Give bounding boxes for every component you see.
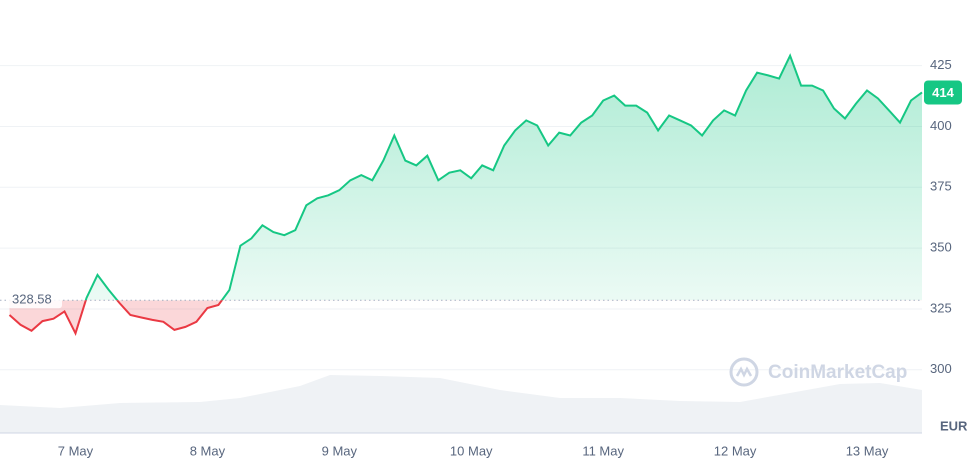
y-tick-label: 400 <box>930 118 952 133</box>
x-tick-label: 8 May <box>190 443 226 458</box>
y-tick-label: 425 <box>930 57 952 72</box>
volume-area <box>0 375 922 433</box>
x-tick-label: 7 May <box>58 443 94 458</box>
y-tick-label: 325 <box>930 300 952 315</box>
x-tick-label: 10 May <box>450 443 493 458</box>
price-line-below <box>8 300 224 336</box>
x-tick-label: 11 May <box>582 443 624 458</box>
x-tick-label: 9 May <box>322 443 358 458</box>
area-above <box>85 55 922 301</box>
price-line <box>84 53 923 301</box>
currency-label: EUR <box>940 418 968 433</box>
watermark: CoinMarketCap <box>729 357 907 387</box>
x-tick-label: 13 May <box>846 443 889 458</box>
y-tick-label: 375 <box>930 179 952 194</box>
watermark-text: CoinMarketCap <box>768 362 907 383</box>
baseline-label: 328.58 <box>12 292 52 307</box>
y-tick-label: 300 <box>930 361 952 376</box>
price-tag <box>924 80 962 105</box>
baseline-label-bg <box>8 291 62 309</box>
price-tag-label: 414 <box>932 85 954 100</box>
y-tick-label: 350 <box>930 240 952 255</box>
x-tick-label: 12 May <box>714 443 757 458</box>
area-below <box>9 300 922 334</box>
